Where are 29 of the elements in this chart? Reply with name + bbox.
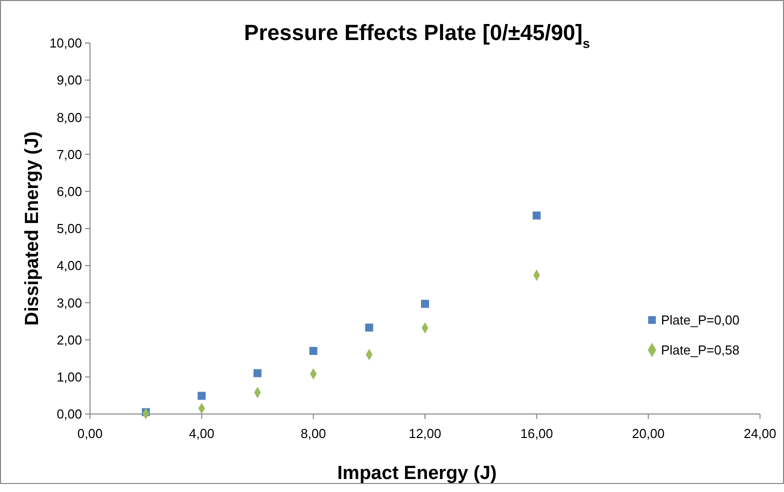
point bbox=[365, 324, 374, 332]
x-tick-label: 20,00 bbox=[632, 426, 665, 441]
y-tick-label: 5,00 bbox=[56, 221, 82, 236]
x-tick-label: 8,00 bbox=[300, 426, 326, 441]
x-tick-label: 0,00 bbox=[77, 426, 103, 441]
point bbox=[198, 392, 206, 400]
x-axis-title: Impact Energy (J) bbox=[337, 463, 497, 484]
y-tick-label: 6,00 bbox=[56, 184, 82, 199]
y-tick-label: 10,00 bbox=[49, 36, 82, 51]
x-tick-label: 4,00 bbox=[189, 426, 214, 441]
point bbox=[309, 346, 318, 355]
y-tick-label: 3,00 bbox=[56, 295, 82, 310]
y-axis-title: Dissipated Energy (J) bbox=[22, 131, 43, 326]
y-tick-label: 7,00 bbox=[56, 146, 82, 162]
y-tick-label: 8,00 bbox=[56, 110, 82, 125]
chart-title: Pressure Effects Plate [0/±45/90]$_{s}$ bbox=[244, 20, 590, 50]
y-tick-label: 2,00 bbox=[56, 332, 82, 348]
legend-label: Plate_P=0,00 bbox=[661, 312, 740, 328]
x-tick-label: 16,00 bbox=[520, 426, 553, 441]
y-tick-label: 4,00 bbox=[56, 258, 82, 274]
x-tick-label: 12,00 bbox=[408, 426, 442, 441]
legend-label: Plate_P=0,58 bbox=[661, 342, 740, 358]
y-tick-label: 9,00 bbox=[56, 72, 82, 88]
y-tick-label: 1,00 bbox=[56, 369, 82, 384]
point bbox=[254, 369, 262, 378]
point bbox=[421, 300, 429, 308]
point bbox=[532, 212, 541, 220]
y-tick-label: 0,00 bbox=[56, 406, 82, 422]
x-tick-label: 24,00 bbox=[744, 426, 776, 441]
